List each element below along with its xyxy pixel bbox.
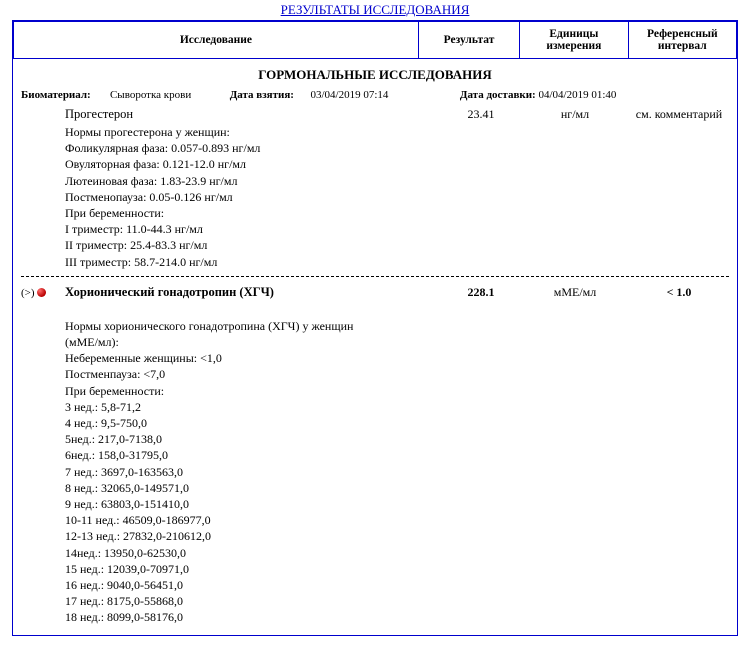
norm-line: 3 нед.: 5,8-71,2 — [65, 399, 437, 415]
norm-line: 7 нед.: 3697,0-163563,0 — [65, 464, 437, 480]
units-cell: нг/мл — [525, 107, 625, 122]
norm-line: III триместр: 58.7-214.0 нг/мл — [65, 254, 437, 270]
result-cell: 23.41 — [441, 107, 521, 122]
norm-line: Овуляторная фаза: 0.121-12.0 нг/мл — [65, 156, 437, 172]
norm-line: При беременности: — [65, 383, 437, 399]
norm-line: 5нед.: 217,0-7138,0 — [65, 431, 437, 447]
meta-row: Биоматериал: Сыворотка крови Дата взятия… — [13, 87, 737, 107]
norm-line: (мМЕ/мл): — [65, 334, 437, 350]
test-name-cell: Хорионический гонадотропин (ХГЧ) Нормы х… — [65, 285, 437, 626]
col-ref: Референсный интервал — [628, 22, 736, 59]
flag-cell: (>) — [21, 285, 61, 300]
column-header-table: Исследование Результат Единицы измерения… — [13, 21, 737, 59]
norm-line: Небеременные женщины: <1,0 — [65, 350, 437, 366]
section-title: ГОРМОНАЛЬНЫЕ ИССЛЕДОВАНИЯ — [13, 59, 737, 87]
norm-line: 4 нед.: 9,5-750,0 — [65, 415, 437, 431]
col-result: Результат — [418, 22, 519, 59]
units-cell: мМЕ/мл — [525, 285, 625, 300]
norm-line: 12-13 нед.: 27832,0-210612,0 — [65, 528, 437, 544]
norm-line: Лютеиновая фаза: 1.83-23.9 нг/мл — [65, 173, 437, 189]
ref-cell: < 1.0 — [629, 285, 729, 300]
norm-line: 18 нед.: 8099,0-58176,0 — [65, 609, 437, 625]
meta-biomaterial-value: Сыворотка крови — [110, 89, 191, 101]
test-name: Хорионический гонадотропин (ХГЧ) — [65, 285, 437, 300]
meta-taken-value: 03/04/2019 07:14 — [310, 89, 388, 101]
norm-line: 8 нед.: 32065,0-149571,0 — [65, 480, 437, 496]
norm-line: II триместр: 25.4-83.3 нг/мл — [65, 237, 437, 253]
meta-taken-label: Дата взятия: — [230, 89, 294, 101]
norm-line: I триместр: 11.0-44.3 нг/мл — [65, 221, 437, 237]
norm-line: При беременности: — [65, 205, 437, 221]
meta-delivered-value: 04/04/2019 01:40 — [538, 89, 616, 101]
norm-line — [65, 302, 437, 318]
ref-cell: см. комментарий — [629, 107, 729, 122]
norm-line: Постменпауза: <7,0 — [65, 366, 437, 382]
test-row: (>) Хорионический гонадотропин (ХГЧ) Норм… — [21, 285, 729, 626]
norm-line: 9 нед.: 63803,0-151410,0 — [65, 496, 437, 512]
norm-line: 14нед.: 13950,0-62530,0 — [65, 545, 437, 561]
test-name-cell: ПрогестеронНормы прогестерона у женщин:Ф… — [65, 107, 437, 270]
row-separator — [21, 276, 729, 277]
test-norms: Нормы хорионического гонадотропина (ХГЧ)… — [65, 300, 437, 626]
flag-text: (>) — [21, 287, 35, 299]
report-frame: Исследование Результат Единицы измерения… — [12, 20, 738, 636]
test-norms: Нормы прогестерона у женщин:Фоликулярная… — [65, 122, 437, 270]
test-row: ПрогестеронНормы прогестерона у женщин:Ф… — [21, 107, 729, 270]
norm-line: 15 нед.: 12039,0-70971,0 — [65, 561, 437, 577]
page-title: РЕЗУЛЬТАТЫ ИССЛЕДОВАНИЯ — [0, 0, 750, 20]
meta-biomaterial-label: Биоматериал: — [21, 89, 91, 101]
meta-delivered-label: Дата доставки: — [460, 89, 536, 101]
col-test: Исследование — [14, 22, 419, 59]
norm-line: Нормы хорионического гонадотропина (ХГЧ)… — [65, 318, 437, 334]
results-body: ПрогестеронНормы прогестерона у женщин:Ф… — [13, 107, 737, 635]
norm-line: 10-11 нед.: 46509,0-186977,0 — [65, 512, 437, 528]
norm-line: 6нед.: 158,0-31795,0 — [65, 447, 437, 463]
test-name: Прогестерон — [65, 107, 437, 122]
norm-line: Нормы прогестерона у женщин: — [65, 124, 437, 140]
flag-dot-icon — [37, 288, 46, 297]
norm-line: 16 нед.: 9040,0-56451,0 — [65, 577, 437, 593]
norm-line: Постменопауза: 0.05-0.126 нг/мл — [65, 189, 437, 205]
norm-line: Фоликулярная фаза: 0.057-0.893 нг/мл — [65, 140, 437, 156]
norm-line: 17 нед.: 8175,0-55868,0 — [65, 593, 437, 609]
abnormal-flag: (>) — [21, 287, 46, 299]
result-cell: 228.1 — [441, 285, 521, 300]
col-units: Единицы измерения — [520, 22, 628, 59]
